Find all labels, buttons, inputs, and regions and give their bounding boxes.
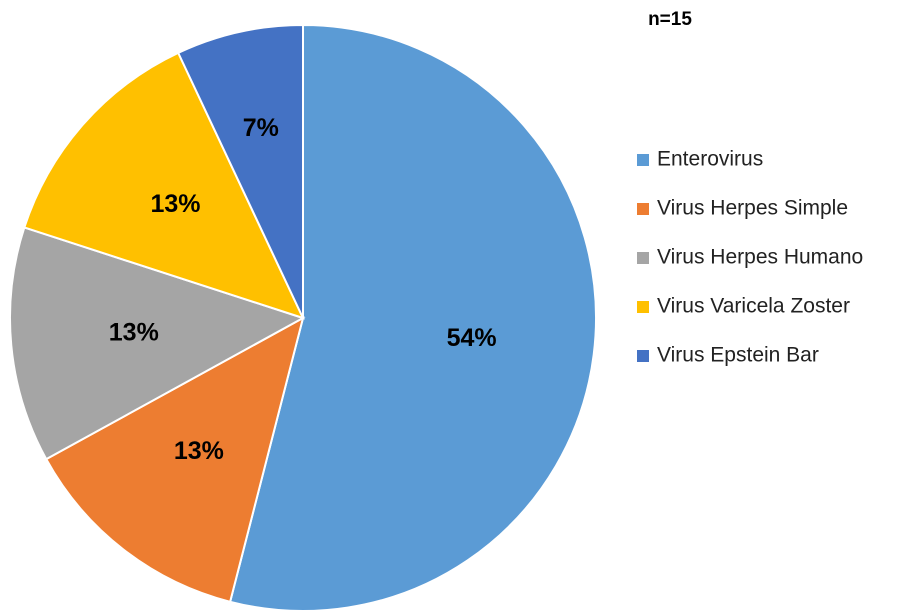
slice-label: 13% [174,437,224,465]
legend-label: Virus Herpes Humano [657,246,863,269]
legend-label: Virus Varicela Zoster [657,295,850,318]
legend-label: Virus Herpes Simple [657,197,848,220]
legend-swatch [637,154,649,166]
legend-swatch [637,252,649,264]
legend-swatch [637,301,649,313]
slice-label: 13% [151,190,201,218]
pie-slice [228,23,597,612]
legend-label: Enterovirus [657,148,763,171]
legend-swatch [637,350,649,362]
chart-title: n=15 [648,9,692,30]
pie-slice [9,226,306,461]
pie-slice [23,51,305,320]
slice-label: 54% [447,324,497,352]
pie-slice [176,23,304,319]
legend-swatch [637,203,649,215]
slice-label: 7% [243,114,279,142]
slice-label: 13% [109,319,159,347]
pie-slice [44,316,305,604]
legend-label: Virus Epstein Bar [657,344,819,367]
